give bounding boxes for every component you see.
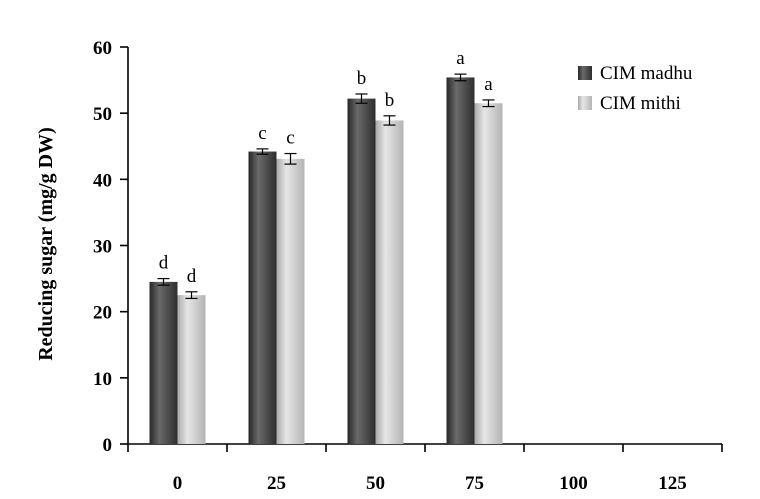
legend-label: CIM mithi [600, 93, 681, 114]
y-tick-label: 10 [93, 369, 112, 390]
significance-letter: a [484, 74, 493, 95]
bar-cim-mithi [474, 103, 503, 444]
significance-letter: d [187, 266, 197, 287]
bar-cim-madhu [347, 98, 376, 445]
x-tick-label: 0 [173, 473, 183, 494]
y-tick-label: 0 [103, 435, 113, 456]
bar-cim-madhu [149, 281, 178, 444]
y-tick-label: 50 [93, 104, 112, 125]
legend-swatch [578, 96, 592, 110]
bar-cim-mithi [177, 295, 206, 444]
x-tick-label: 50 [366, 473, 385, 494]
legend-label: CIM madhu [600, 63, 693, 84]
significance-letter: c [286, 128, 294, 149]
x-tick-label: 100 [559, 473, 588, 494]
significance-letter: c [258, 123, 266, 144]
legend-swatch [578, 66, 592, 80]
significance-letter: b [357, 68, 367, 89]
bar-cim-madhu [248, 151, 277, 444]
x-tick-label: 75 [465, 473, 484, 494]
significance-letter: d [159, 253, 169, 274]
x-axis: 0 25 50 75 100 125 [127, 443, 723, 494]
y-axis-label: Reducing sugar (mg/g DW) [35, 127, 57, 361]
y-tick-label: 30 [93, 237, 112, 258]
y-tick-label: 20 [93, 303, 112, 324]
y-tick-label: 60 [93, 38, 112, 59]
y-tick-label: 40 [93, 170, 112, 191]
x-tick-label: 125 [658, 473, 687, 494]
legend: CIM madhu CIM mithi [578, 63, 693, 114]
bars-group: dd c c bb aa [149, 48, 503, 445]
bar-cim-mithi [375, 120, 404, 444]
significance-letter: a [456, 48, 465, 69]
x-tick-label: 25 [267, 473, 286, 494]
significance-letter: b [385, 90, 395, 111]
bar-cim-madhu [446, 77, 475, 444]
bar-cim-mithi [276, 158, 305, 445]
y-axis: 0 10 20 30 40 50 60 [93, 38, 129, 456]
